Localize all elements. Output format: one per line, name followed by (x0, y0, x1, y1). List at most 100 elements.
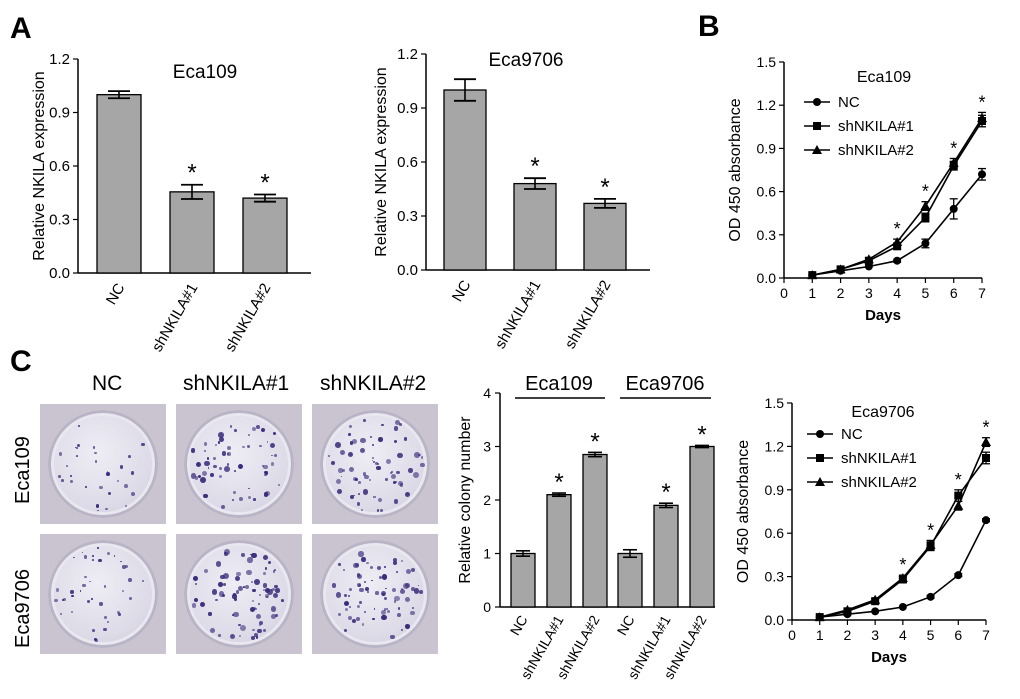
colony-dot (264, 471, 268, 475)
colony-dot (365, 587, 370, 592)
data-point-circle (898, 602, 907, 611)
colony-dot (274, 614, 278, 618)
data-point-circle (871, 607, 880, 616)
colony-dot (124, 484, 129, 488)
y-tick-label: 0.9 (757, 140, 777, 156)
y-tick-label: 0.6 (757, 184, 777, 200)
colony-dot (376, 565, 381, 570)
colony-dot (99, 485, 103, 489)
y-tick-label: 1.5 (765, 395, 785, 411)
colony-dot (392, 480, 397, 484)
colony-dot (78, 425, 81, 428)
x-tick-label: 1 (816, 627, 824, 643)
colony-dot (218, 475, 222, 479)
data-point-circle (816, 430, 824, 438)
colony-dot (340, 475, 343, 478)
colony-dot (389, 471, 392, 475)
colony-dot (85, 485, 87, 488)
colony-dot (232, 594, 237, 599)
colony-dot (349, 441, 354, 445)
colony-dot (390, 634, 395, 640)
colony-dot (215, 444, 218, 446)
colony-dot (270, 606, 276, 612)
colony-dot (261, 428, 266, 433)
y-tick-label: 0.3 (757, 227, 777, 243)
colony-dot (373, 496, 376, 498)
colony-dot (371, 617, 375, 621)
y-tick-label: 1.2 (49, 51, 70, 68)
colony-dot (141, 580, 144, 582)
colony-dot (82, 583, 87, 588)
data-point-triangle (807, 270, 818, 280)
colony-dot (377, 462, 380, 465)
colony-dot (345, 607, 349, 612)
data-point-triangle (870, 594, 881, 604)
colony-dot (273, 569, 276, 572)
colony-dot (259, 444, 262, 448)
colony-dot (393, 426, 399, 431)
colony-dot (358, 600, 362, 604)
colony-dot (250, 581, 253, 584)
colony-dot (58, 452, 63, 456)
colony-dot (127, 455, 131, 458)
bar (169, 191, 215, 274)
significance-mark: * (187, 160, 196, 187)
colony-dot (250, 636, 256, 641)
colony-dot (222, 582, 226, 586)
colony-dot (217, 441, 221, 445)
y-tick-label: 0.9 (49, 105, 70, 122)
colony-dot (221, 504, 226, 510)
colony-dot (252, 628, 255, 632)
colony-dot (383, 608, 387, 612)
colony-dot (84, 575, 87, 579)
colony-dot (391, 471, 394, 474)
colony-dot (218, 432, 224, 438)
colony-dot (255, 636, 259, 639)
colony-dot (92, 559, 94, 562)
colony-dot (420, 462, 425, 468)
colony-dot (372, 460, 375, 463)
colony-dot (381, 574, 388, 580)
colony-dot (386, 459, 392, 465)
colony-dot (267, 589, 274, 596)
colony-dot (263, 465, 268, 470)
colony-dot (190, 448, 196, 453)
colony-dot (218, 591, 225, 597)
colony-dot (385, 478, 389, 482)
colony-dot (242, 445, 245, 448)
colony-dot (194, 476, 199, 480)
significance-mark: * (927, 520, 934, 540)
data-point-triangle (815, 477, 825, 486)
colony-dot (258, 623, 261, 626)
colony-dot (343, 568, 346, 571)
colony-dot (417, 584, 420, 587)
photo-column-label-shnkila2: shNKILA#2 (320, 372, 427, 395)
colony-dot (87, 600, 91, 604)
colony-dot (75, 446, 79, 449)
x-tick-label: NC (449, 277, 475, 304)
colony-dot (391, 588, 396, 593)
photo-column-label-nc: NC (92, 372, 123, 395)
colony-dot (384, 597, 388, 601)
colony-dot (403, 437, 407, 441)
colony-dot (107, 491, 112, 495)
colony-dot (103, 627, 107, 631)
colony-dot (253, 498, 256, 501)
colony-dot (70, 479, 74, 483)
colony-dot (259, 621, 264, 626)
colony-dot (357, 493, 360, 496)
x-tick-label: 0 (788, 627, 796, 643)
colony-dot (375, 461, 379, 465)
colony-dot (273, 453, 277, 457)
colony-dot (348, 594, 350, 597)
y-tick-label: 1.2 (757, 97, 777, 113)
colony-dot (95, 503, 100, 508)
panel-label-a: A (10, 12, 32, 45)
colony-dot (235, 589, 240, 594)
colony-dot (256, 628, 262, 634)
colony-dot (272, 592, 278, 598)
colony-dot (270, 589, 273, 591)
data-point-triangle (835, 264, 846, 274)
chart-title: Eca109 (173, 62, 237, 83)
colony-dot (224, 552, 228, 556)
